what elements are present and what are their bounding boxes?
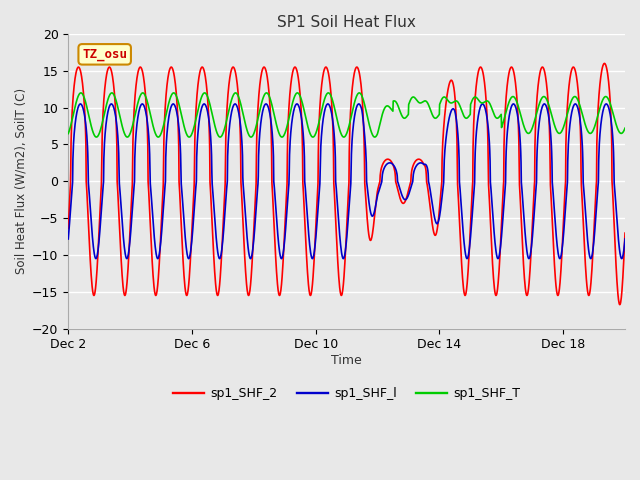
- X-axis label: Time: Time: [332, 354, 362, 367]
- Y-axis label: Soil Heat Flux (W/m2), SoilT (C): Soil Heat Flux (W/m2), SoilT (C): [15, 88, 28, 275]
- Title: SP1 Soil Heat Flux: SP1 Soil Heat Flux: [277, 15, 416, 30]
- Legend: sp1_SHF_2, sp1_SHF_l, sp1_SHF_T: sp1_SHF_2, sp1_SHF_l, sp1_SHF_T: [168, 382, 525, 405]
- Text: TZ_osu: TZ_osu: [82, 48, 127, 61]
